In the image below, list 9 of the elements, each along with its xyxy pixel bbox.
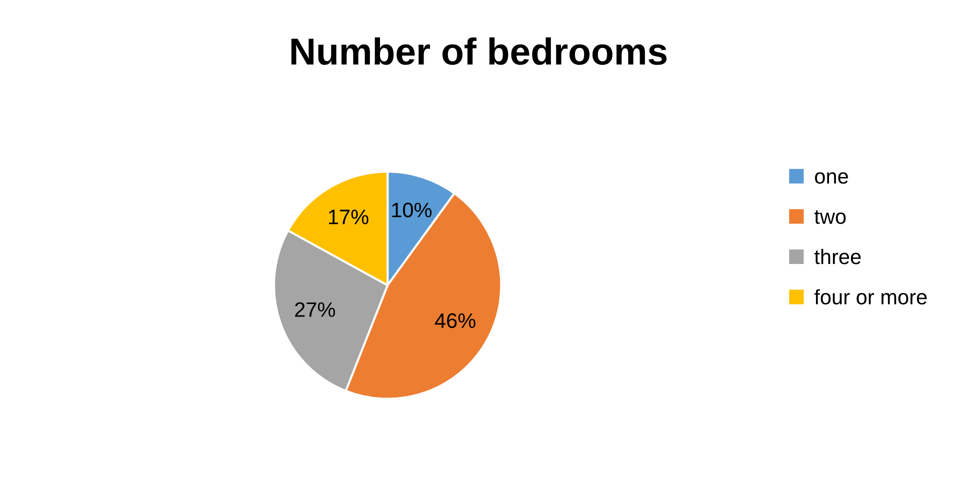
- data-label: 10%: [392, 202, 432, 218]
- chart-title: Number of bedrooms: [291, 37, 667, 65]
- legend-label: four or more: [814, 289, 927, 304]
- legend-label: two: [814, 210, 846, 224]
- data-label: 17%: [329, 210, 368, 224]
- data-label: 27%: [295, 302, 336, 317]
- data-label: 46%: [434, 313, 476, 328]
- legend-label: three: [814, 248, 861, 264]
- legend-label: one: [815, 172, 848, 184]
